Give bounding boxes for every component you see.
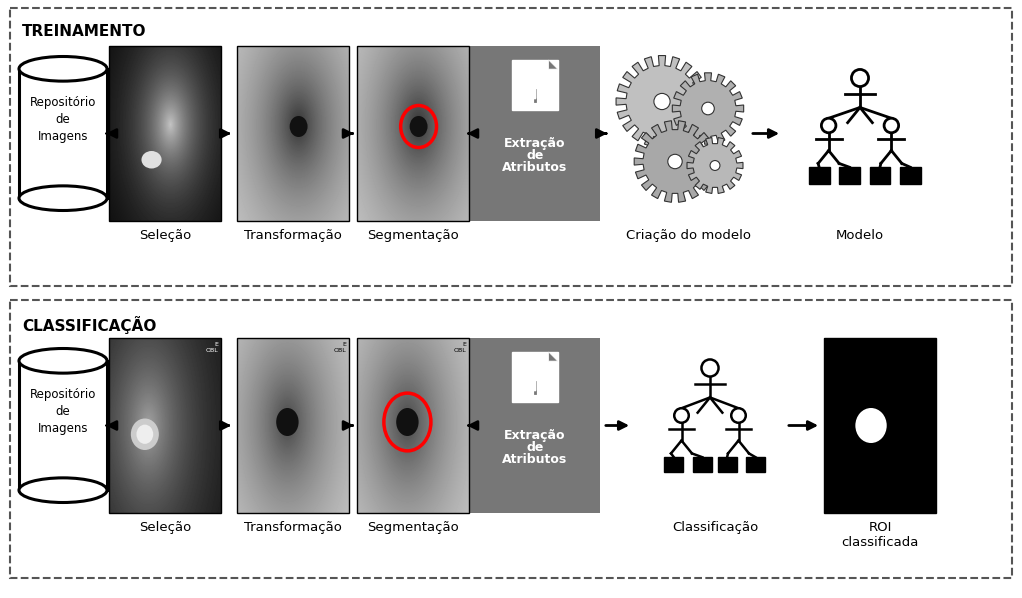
Text: Repositório
de
Imagens: Repositório de Imagens [30, 388, 96, 435]
Polygon shape [549, 60, 558, 69]
Ellipse shape [289, 116, 308, 137]
Circle shape [701, 359, 718, 377]
Text: E
OBL: E OBL [333, 342, 346, 353]
Text: Segmentação: Segmentação [367, 521, 459, 534]
Bar [900, 167, 921, 184]
Text: Classificação: Classificação [671, 521, 758, 534]
Text: Atributos: Atributos [503, 453, 567, 466]
Polygon shape [549, 352, 558, 361]
Bar [109, 338, 221, 513]
Bar [470, 46, 600, 221]
Text: CLASSIFICAÇÃO: CLASSIFICAÇÃO [22, 316, 156, 334]
Text: Extração: Extração [504, 429, 566, 442]
Bar [357, 46, 469, 221]
Bar [870, 167, 890, 184]
Bar [746, 457, 765, 472]
Bar [824, 338, 936, 513]
Text: Transformação: Transformação [244, 521, 342, 534]
Circle shape [851, 69, 869, 87]
Bar [19, 69, 107, 198]
Bar [357, 338, 469, 513]
Bar [512, 352, 558, 402]
Polygon shape [687, 138, 743, 194]
Circle shape [675, 408, 689, 423]
Circle shape [822, 118, 836, 133]
Bar [470, 338, 600, 513]
Text: de: de [526, 441, 544, 454]
Polygon shape [616, 56, 708, 148]
Bar [19, 361, 107, 490]
Bar [512, 60, 558, 110]
Text: TREINAMENTO: TREINAMENTO [22, 24, 146, 39]
Polygon shape [672, 73, 744, 144]
Ellipse shape [141, 151, 161, 169]
Ellipse shape [855, 408, 887, 443]
Text: E
OBL: E OBL [205, 342, 218, 353]
Polygon shape [635, 121, 715, 202]
Text: Seleção: Seleção [139, 229, 191, 242]
Bar [10, 300, 1012, 578]
Ellipse shape [667, 154, 683, 169]
Text: ROI
classificada: ROI classificada [841, 521, 919, 549]
Ellipse shape [137, 425, 153, 444]
Ellipse shape [131, 419, 158, 450]
Text: Repositório
de
Imagens: Repositório de Imagens [30, 96, 96, 143]
Text: Criação do modelo: Criação do modelo [625, 229, 750, 242]
Circle shape [884, 118, 898, 133]
Ellipse shape [410, 116, 427, 137]
Ellipse shape [19, 349, 107, 373]
Ellipse shape [654, 93, 670, 109]
Ellipse shape [19, 56, 107, 81]
Ellipse shape [19, 186, 107, 210]
Text: Segmentação: Segmentação [367, 229, 459, 242]
Bar [717, 457, 737, 472]
Text: Atributos: Atributos [503, 161, 567, 174]
Ellipse shape [276, 408, 298, 436]
Ellipse shape [702, 102, 714, 115]
Bar [10, 8, 1012, 286]
Circle shape [731, 408, 746, 423]
Bar [808, 167, 830, 184]
Ellipse shape [710, 160, 719, 170]
Bar [237, 338, 349, 513]
Bar [693, 457, 712, 472]
Bar [664, 457, 684, 472]
Ellipse shape [19, 478, 107, 502]
Bar [237, 46, 349, 221]
Text: Transformação: Transformação [244, 229, 342, 242]
Bar [109, 46, 221, 221]
Ellipse shape [397, 408, 419, 436]
Text: Seleção: Seleção [139, 521, 191, 534]
Bar [839, 167, 860, 184]
Text: Extração: Extração [504, 137, 566, 150]
Text: E
OBL: E OBL [453, 342, 466, 353]
Text: de: de [526, 149, 544, 162]
Text: Modelo: Modelo [836, 229, 884, 242]
